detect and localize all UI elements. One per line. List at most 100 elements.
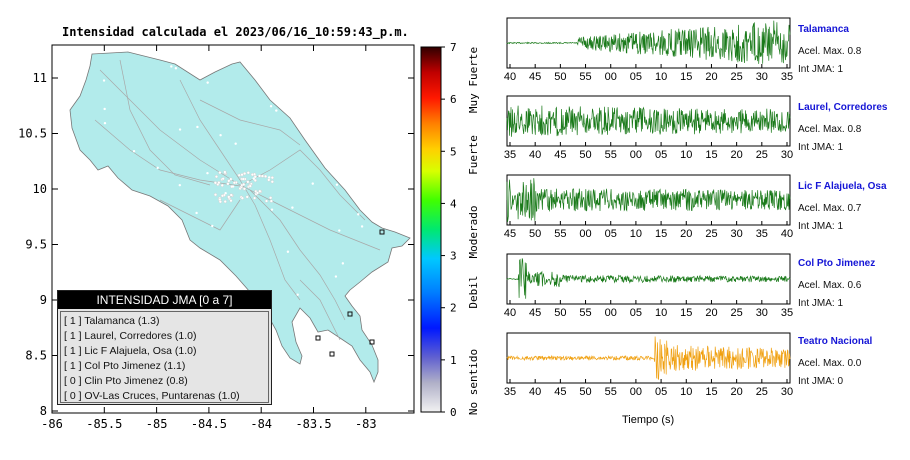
time-tick-label: 40: [529, 386, 541, 398]
colorbar-categories: Muy Fuerte Fuerte Moderado Debil No sentido: [467, 47, 480, 415]
station-markers: [315, 229, 385, 357]
station-name[interactable]: Laurel, Corredores: [798, 102, 888, 113]
time-tick-label: 30: [731, 228, 743, 240]
time-tick-label: 40: [781, 228, 793, 240]
waveform-trace: [506, 20, 791, 64]
time-tick-label: 55: [605, 149, 617, 161]
latitude-axis: 11 10.5 10 9.5 9 8.5 8: [18, 71, 414, 418]
time-tick-label: 35: [756, 228, 768, 240]
time-tick-label: 20: [731, 149, 743, 161]
station-jma: Int JMA: 1: [798, 298, 844, 309]
time-axis-label: Tiempo (s): [622, 414, 675, 426]
time-tick-label: 25: [756, 149, 768, 161]
station-info-alajuela: Lic F Alajuela, Osa Acel. Max. 0.7 Int J…: [798, 181, 908, 232]
colorbar-tick-label: 3: [450, 250, 457, 263]
legend-row: [ 1 ] Lic F Alajuela, Osa (1.0): [64, 345, 197, 357]
colorbar-tick-label: 4: [450, 197, 457, 210]
time-tick-label: 25: [731, 71, 743, 83]
colorbar-category-label: No sentido: [467, 349, 480, 415]
time-tick-label: 30: [781, 386, 793, 398]
colorbar: [420, 46, 442, 413]
time-tick-label: 35: [504, 149, 516, 161]
time-tick-label: 00: [605, 307, 617, 319]
lon-tick-label: -84.5: [191, 417, 227, 431]
lat-tick-label: 8: [40, 404, 47, 418]
station-name[interactable]: Teatro Nacional: [798, 336, 873, 347]
station-accel: Acel. Max. 0.7: [798, 203, 862, 214]
legend-row: [ 1 ] Col Pto Jimenez (1.1): [64, 360, 186, 372]
waveform-4: 35 40 45 50 55 00 05 10 15 20 25 30: [504, 332, 793, 398]
time-tick-label: 15: [680, 307, 692, 319]
colorbar-tick-label: 2: [450, 302, 457, 315]
lat-tick-label: 11: [33, 71, 47, 85]
longitude-axis: -86 -85.5 -85 -84.5 -84 -83.5 -83: [41, 45, 377, 431]
waveform-3: 40 45 50 55 00 05 10 15 20 25 30 35: [504, 253, 793, 319]
lon-tick-label: -83.5: [295, 417, 331, 431]
station-name[interactable]: Talamanca: [798, 24, 849, 35]
costa-rica-land: [69, 51, 411, 384]
colorbar-category-label: Fuerte: [467, 135, 480, 175]
legend-row: [ 0 ] Clin Pto Jimenez (0.8): [64, 375, 188, 387]
station-accel: Acel. Max. 0.8: [798, 124, 862, 135]
time-tick-label: 05: [605, 228, 617, 240]
station-name[interactable]: Lic F Alajuela, Osa: [798, 181, 887, 192]
legend-row: [ 0 ] OV-Las Cruces, Puntarenas (1.0): [64, 390, 240, 402]
time-tick-label: 40: [504, 71, 516, 83]
time-tick-label: 10: [630, 228, 642, 240]
colorbar-ticks: 7 6 5 4 3 2 1 0: [441, 41, 457, 419]
time-tick-label: 10: [655, 307, 667, 319]
time-tick-label: 05: [655, 386, 667, 398]
time-tick-label: 40: [504, 307, 516, 319]
time-tick-label: 30: [756, 307, 768, 319]
time-tick-label: 00: [605, 71, 617, 83]
legend-row: [ 1 ] Talamanca (1.3): [64, 315, 160, 327]
time-tick-label: 45: [554, 149, 566, 161]
legend-header: INTENSIDAD JMA [0 a 7]: [58, 291, 271, 309]
time-tick-label: 55: [554, 228, 566, 240]
waveform-trace: [506, 178, 791, 222]
colorbar-tick-label: 1: [450, 354, 457, 367]
time-tick-label: 15: [705, 149, 717, 161]
colorbar-tick-label: 7: [450, 41, 457, 54]
time-tick-label: 35: [504, 386, 516, 398]
time-tick-label: 55: [579, 307, 591, 319]
lat-tick-label: 9: [40, 293, 47, 307]
time-tick-label: 00: [579, 228, 591, 240]
time-tick-label: 10: [680, 149, 692, 161]
time-tick-label: 50: [579, 149, 591, 161]
time-tick-label: 20: [705, 307, 717, 319]
time-tick-label: 25: [705, 228, 717, 240]
time-tick-label: 45: [529, 307, 541, 319]
time-tick-label: 20: [705, 71, 717, 83]
colorbar-category-label: Moderado: [467, 206, 480, 259]
time-tick-label: 05: [630, 307, 642, 319]
waveform-trace: [506, 105, 791, 137]
time-tick-label: 05: [655, 149, 667, 161]
colorbar-tick-label: 0: [450, 406, 457, 419]
time-tick-label: 25: [756, 386, 768, 398]
time-tick-label: 00: [630, 149, 642, 161]
time-tick-label: 45: [554, 386, 566, 398]
waveform-trace: [506, 258, 791, 299]
time-tick-label: 30: [781, 149, 793, 161]
time-tick-label: 50: [554, 71, 566, 83]
time-tick-label: 50: [529, 228, 541, 240]
station-jma: Int JMA: 1: [798, 221, 844, 232]
lon-tick-label: -85: [146, 417, 168, 431]
station-info-laurel: Laurel, Corredores Acel. Max. 0.8 Int JM…: [798, 102, 908, 153]
waveform-frame: [506, 174, 791, 226]
time-tick-label: 35: [781, 307, 793, 319]
waveform-trace: [506, 336, 791, 381]
station-jma: Int JMA: 1: [798, 64, 844, 75]
time-tick-label: 00: [630, 386, 642, 398]
station-accel: Acel. Max. 0.6: [798, 280, 862, 291]
station-name[interactable]: Col Pto Jimenez: [798, 258, 876, 269]
waveform-0: 40 45 50 55 00 05 10 15 20 25 30 35: [504, 17, 793, 83]
time-tick-label: 20: [731, 386, 743, 398]
time-tick-label: 50: [579, 386, 591, 398]
waveform-frame: [506, 253, 791, 305]
station-info-teatro-nacional: Teatro Nacional Acel. Max. 0.0 Int JMA: …: [798, 336, 908, 387]
lat-tick-label: 10.5: [18, 127, 47, 141]
time-tick-label: 50: [554, 307, 566, 319]
